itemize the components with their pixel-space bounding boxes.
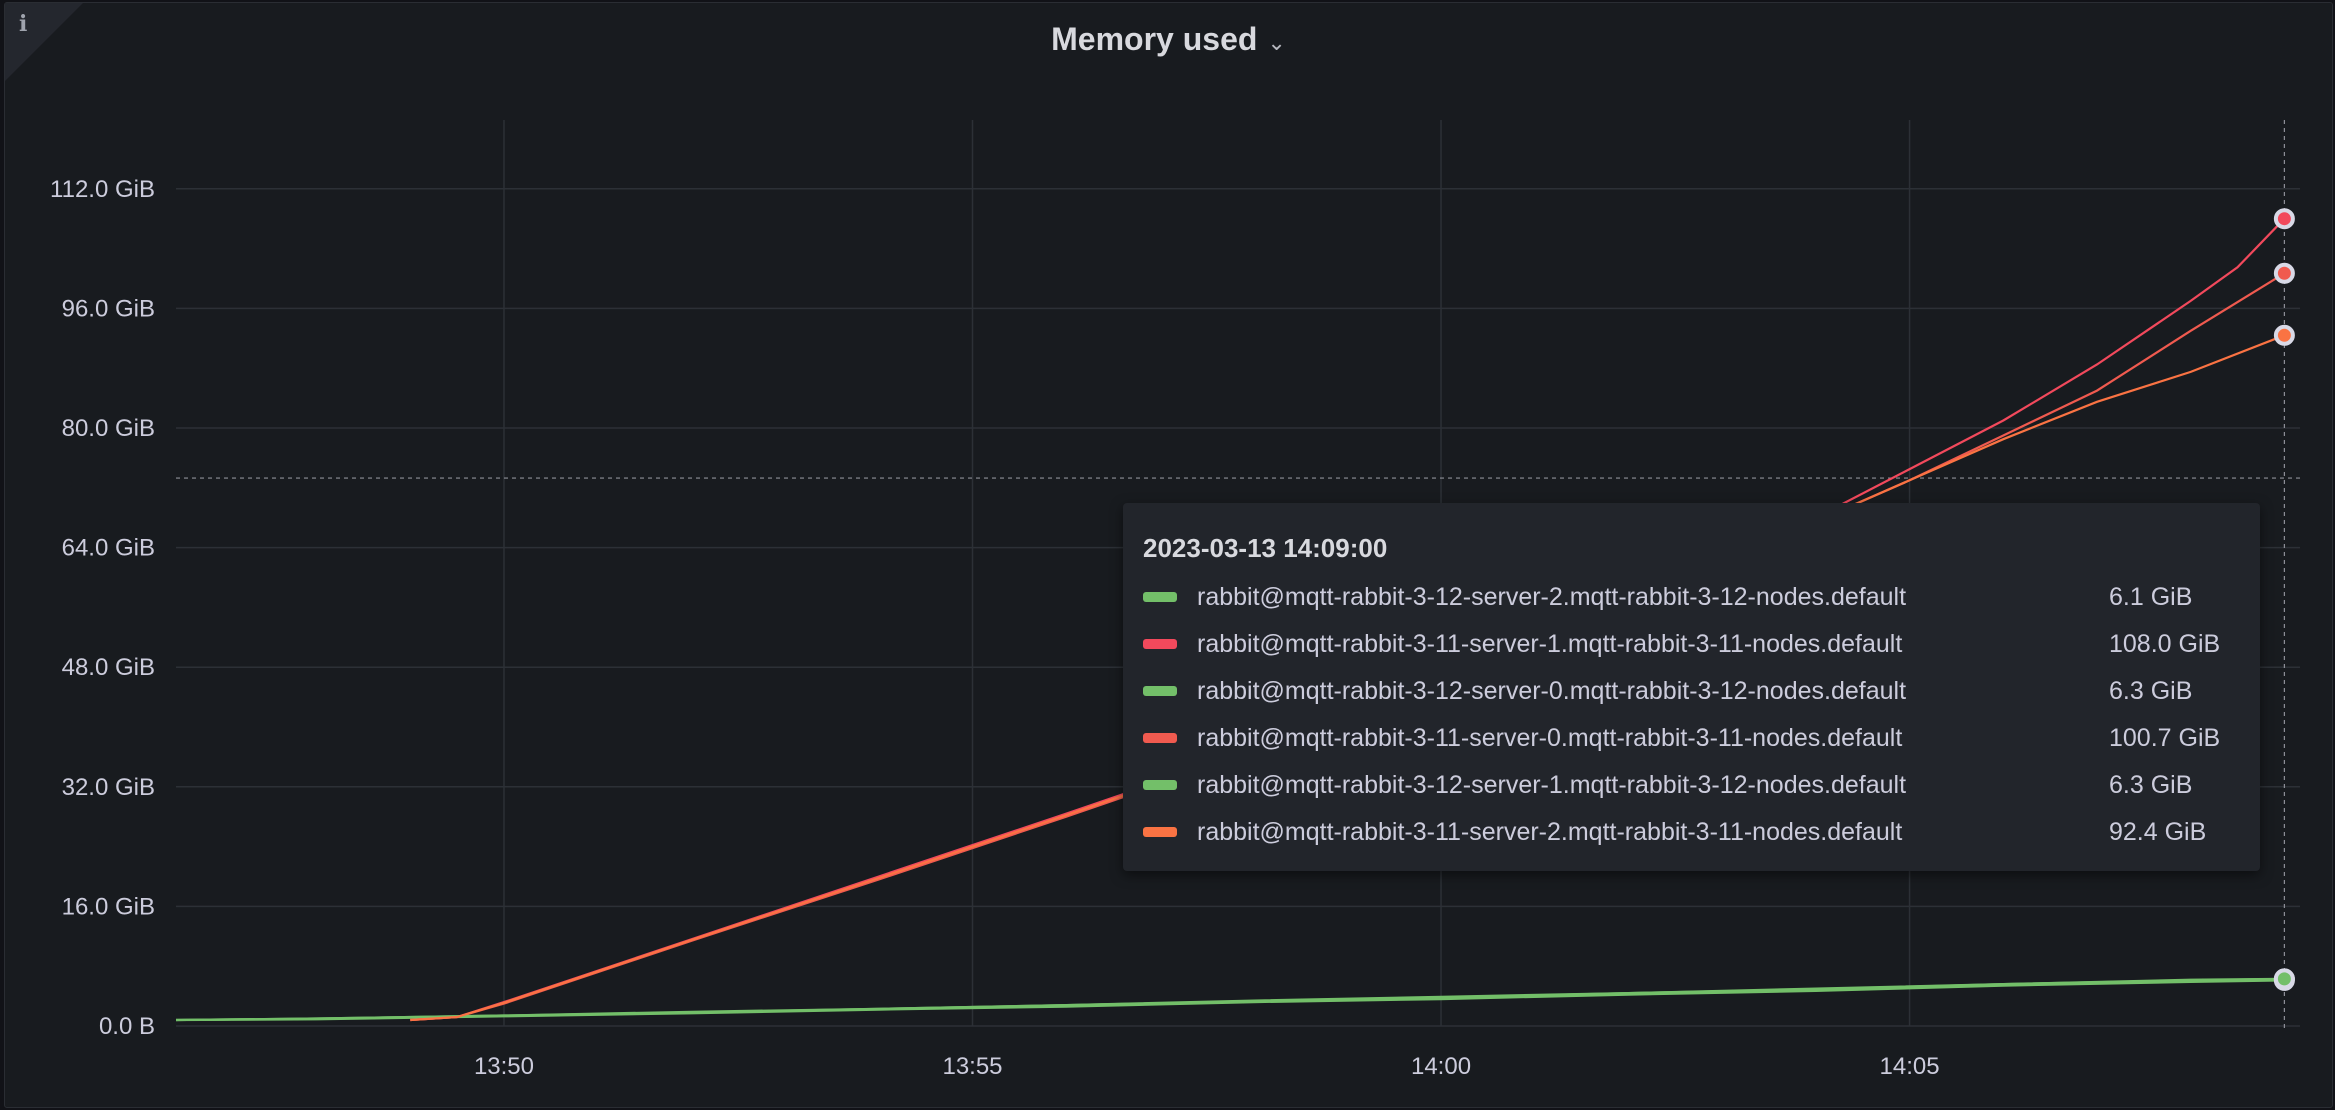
series-color-swatch [1143, 827, 1177, 837]
hover-point [2273, 208, 2295, 230]
tooltip-row: rabbit@mqtt-rabbit-3-12-server-2.mqtt-ra… [1143, 579, 2192, 615]
x-tick-label: 13:50 [474, 1053, 534, 1080]
series-name: rabbit@mqtt-rabbit-3-11-server-1.mqtt-ra… [1197, 629, 1903, 658]
series-name: rabbit@mqtt-rabbit-3-12-server-2.mqtt-ra… [1197, 582, 1907, 611]
series-value: 6.3 GiB [2109, 676, 2193, 705]
y-tick-label: 80.0 GiB [62, 415, 155, 442]
y-tick-label: 48.0 GiB [62, 654, 155, 681]
series-color-swatch [1143, 639, 1177, 649]
series-name: rabbit@mqtt-rabbit-3-11-server-2.mqtt-ra… [1197, 817, 1903, 846]
series-value: 6.1 GiB [2109, 582, 2193, 611]
panel-title[interactable]: Memory used ⌄ [5, 21, 2332, 58]
y-tick-label: 16.0 GiB [62, 893, 155, 920]
series-value: 108.0 GiB [2109, 629, 2221, 658]
tooltip-row: rabbit@mqtt-rabbit-3-12-server-0.mqtt-ra… [1143, 673, 2192, 709]
tooltip-row: rabbit@mqtt-rabbit-3-11-server-2.mqtt-ra… [1143, 814, 2206, 850]
series-color-swatch [1143, 780, 1177, 790]
series-value: 92.4 GiB [2109, 817, 2207, 846]
info-corner[interactable] [5, 3, 83, 81]
tooltip-row: rabbit@mqtt-rabbit-3-11-server-1.mqtt-ra… [1143, 626, 2220, 662]
series-name: rabbit@mqtt-rabbit-3-12-server-1.mqtt-ra… [1197, 770, 1907, 799]
chevron-down-icon[interactable]: ⌄ [1267, 30, 1286, 55]
series-value: 6.3 GiB [2109, 770, 2193, 799]
hover-point [2273, 968, 2295, 990]
y-tick-label: 112.0 GiB [50, 176, 155, 203]
panel-title-text[interactable]: Memory used [1051, 21, 1258, 57]
info-icon[interactable]: i [19, 11, 28, 37]
y-tick-label: 64.0 GiB [62, 535, 155, 562]
y-tick-label: 96.0 GiB [62, 295, 155, 322]
y-tick-label: 32.0 GiB [62, 774, 155, 801]
series-name: rabbit@mqtt-rabbit-3-12-server-0.mqtt-ra… [1197, 676, 1907, 705]
hover-point [2273, 324, 2295, 346]
tooltip-row: rabbit@mqtt-rabbit-3-12-server-1.mqtt-ra… [1143, 767, 2192, 803]
x-tick-label: 13:55 [942, 1053, 1002, 1080]
tooltip-time: 2023-03-13 14:09:00 [1143, 533, 1388, 563]
tooltip: 2023-03-13 14:09:00 rabbit@mqtt-rabbit-3… [1123, 503, 2260, 871]
series-color-swatch [1143, 686, 1177, 696]
series-color-swatch [1143, 592, 1177, 602]
tooltip-row: rabbit@mqtt-rabbit-3-11-server-0.mqtt-ra… [1143, 720, 2220, 756]
series-name: rabbit@mqtt-rabbit-3-11-server-0.mqtt-ra… [1197, 723, 1903, 752]
series-line[interactable] [175, 977, 2285, 1022]
series-color-swatch [1143, 733, 1177, 743]
series-value: 100.7 GiB [2109, 723, 2221, 752]
y-tick-label: 0.0 B [99, 1013, 155, 1040]
hover-point [2273, 262, 2295, 284]
x-tick-label: 14:05 [1880, 1053, 1940, 1080]
x-tick-label: 14:00 [1411, 1053, 1471, 1080]
